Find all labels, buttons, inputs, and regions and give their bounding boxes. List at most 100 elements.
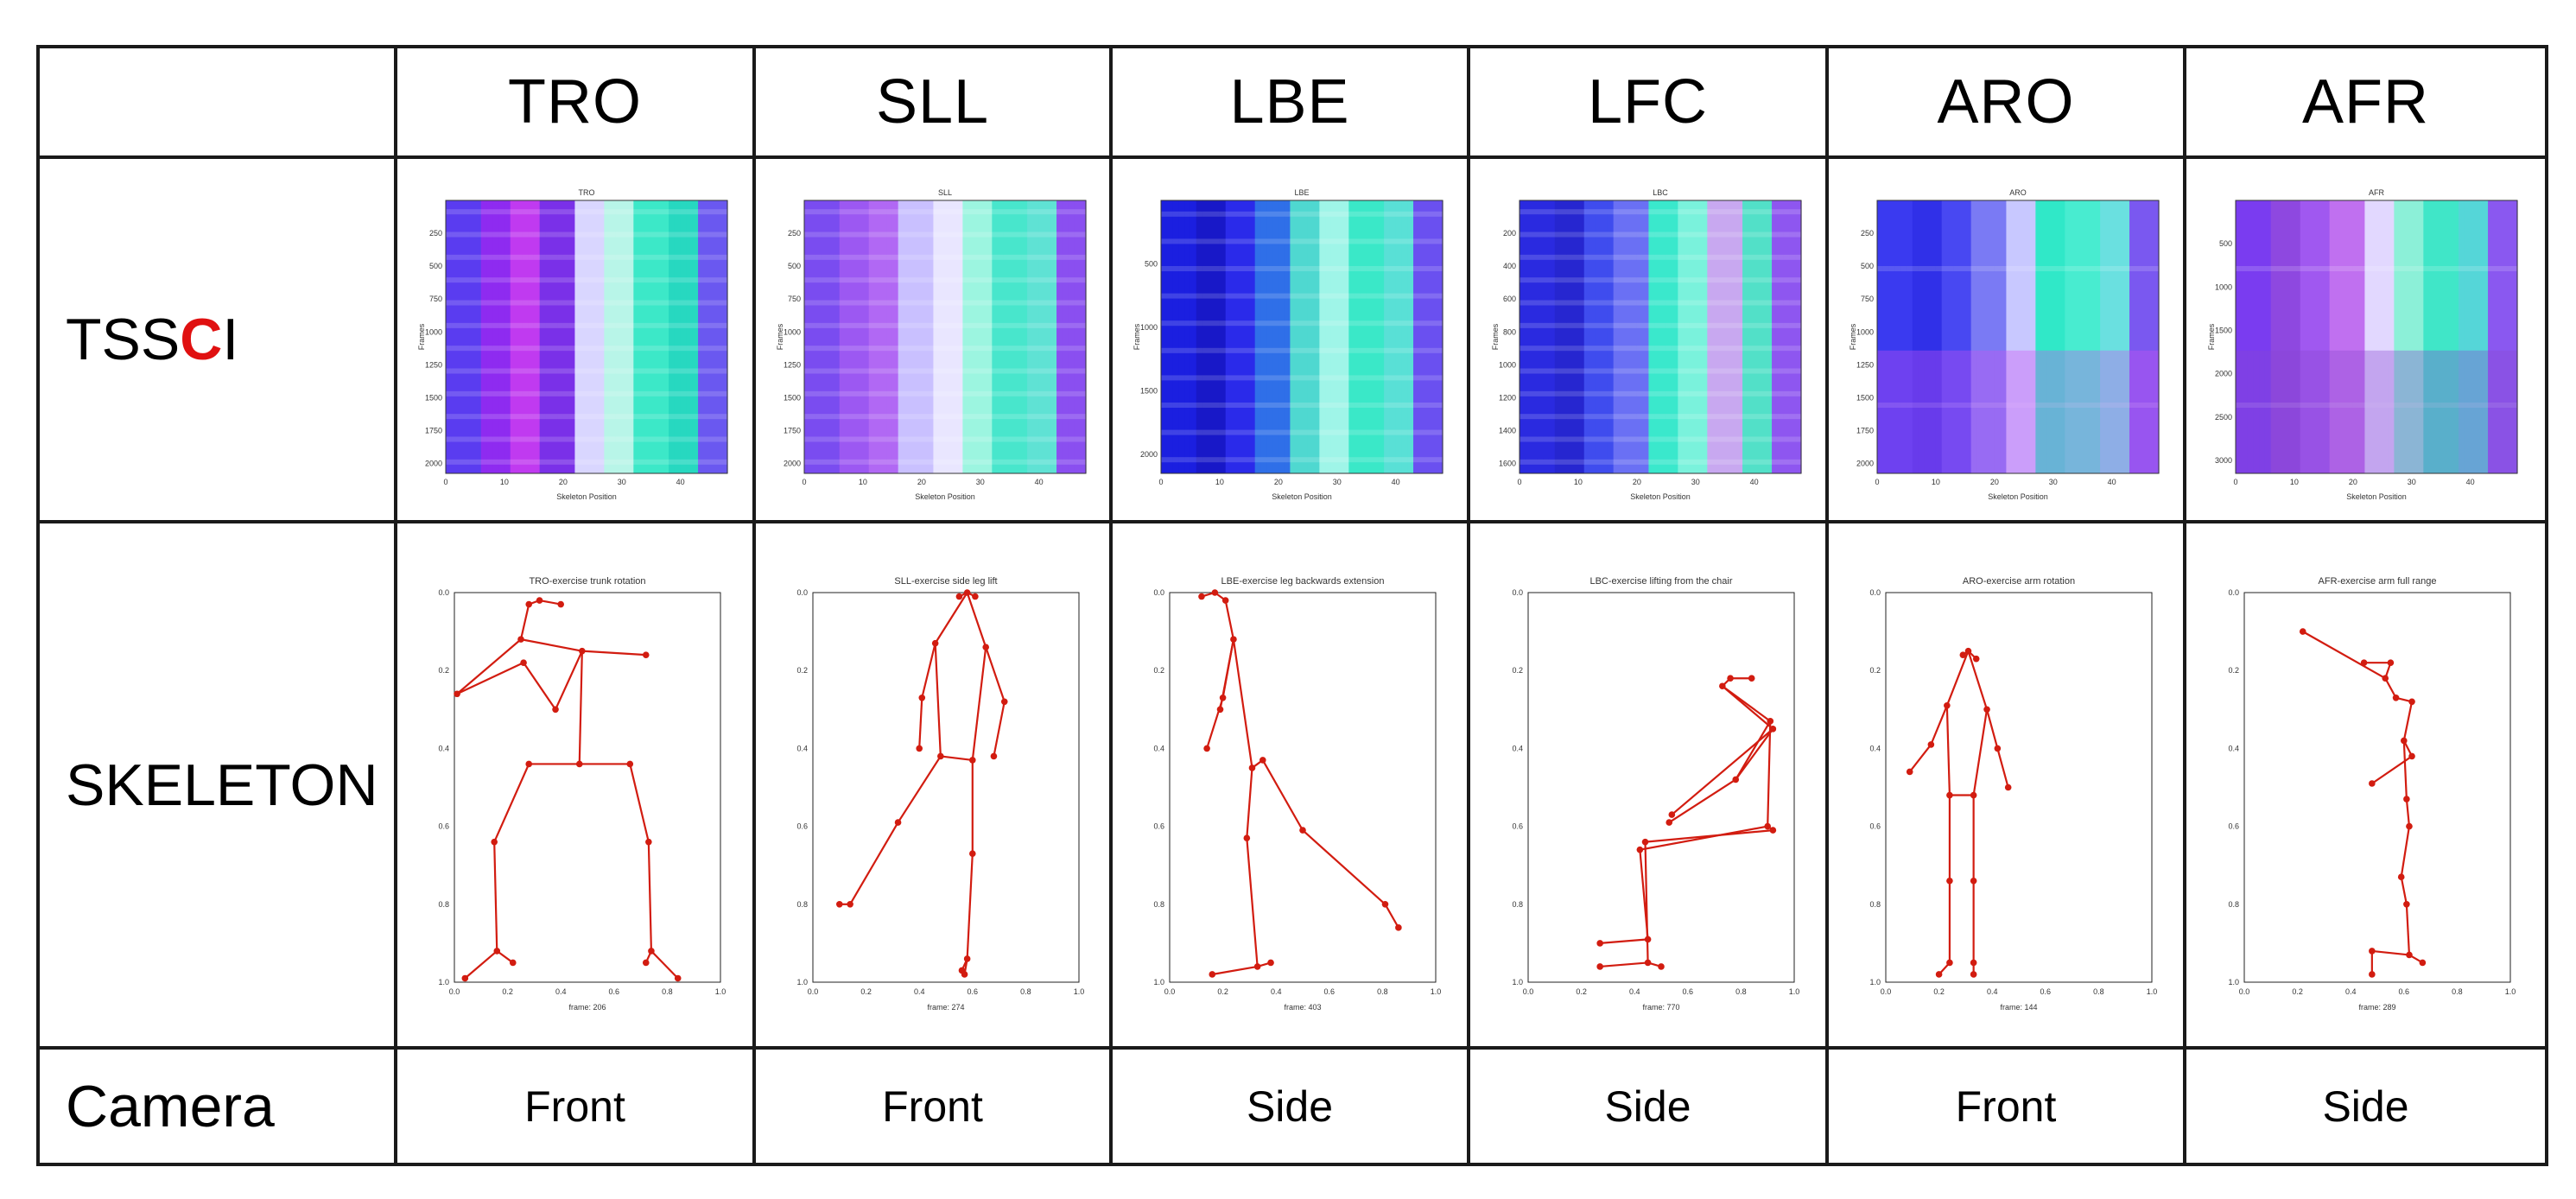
heatmap-column (1032, 200, 1040, 473)
skeleton-joint (894, 819, 902, 826)
heatmap-band (446, 459, 727, 465)
heatmap-column (2129, 200, 2136, 473)
skeleton-bone (1246, 838, 1259, 967)
skeleton-bone (1384, 904, 1399, 929)
skeleton-joint (1395, 924, 1402, 931)
heatmap-column (1754, 200, 1761, 473)
heatmap-frame (803, 200, 1087, 474)
heatmap-column (804, 200, 811, 473)
skeleton-joint (1970, 959, 1977, 967)
col-divider-4 (1467, 45, 1470, 1166)
heatmap-band (1877, 403, 2159, 408)
skeleton-bone (2402, 740, 2408, 800)
heatmap-band (1520, 390, 1801, 396)
heatmap-column (1021, 200, 1028, 473)
heatmap-column (2335, 200, 2342, 473)
skeleton-joint (1636, 846, 1644, 853)
skeleton-axes-frame (812, 592, 1080, 983)
skeleton-xtick: 1.0 (2147, 987, 2158, 996)
skeleton-xtick: 0.8 (1020, 987, 1031, 996)
heatmap-column (1202, 200, 1209, 473)
heatmap-column (845, 200, 852, 473)
heatmap-ytick: 500 (1145, 259, 1158, 268)
heatmap-xtick: 40 (676, 478, 685, 486)
heatmap-ytick: 2000 (1856, 460, 1874, 468)
heatmap-ytick: 1200 (1499, 393, 1516, 402)
heatmap-title: LBC (1653, 188, 1668, 197)
heatmap-column (592, 200, 600, 473)
heatmap-column (1302, 200, 1309, 473)
heatmap-band (1520, 436, 1801, 442)
heatmap-ytick: 750 (429, 295, 442, 303)
heatmap-ytick: 500 (429, 262, 442, 270)
skeleton-joint (648, 948, 655, 955)
heatmap-ytick: 250 (788, 229, 801, 238)
heatmap-column (956, 200, 963, 473)
skeleton-joint (2401, 737, 2408, 745)
heatmap-column (1560, 200, 1567, 473)
skeleton-joint (1970, 791, 1977, 799)
heatmap-column (2459, 200, 2465, 473)
skeleton-ytick: 0.6 (1512, 822, 1523, 831)
skeleton-joint (642, 651, 650, 658)
heatmap-column (1684, 200, 1691, 473)
skeleton-ytick: 0.2 (438, 666, 449, 675)
heatmap-column (1736, 200, 1743, 473)
skeleton-bone (1246, 767, 1253, 839)
column-header-lfc: LFC (1587, 67, 1709, 136)
heatmap-column (1231, 200, 1238, 473)
skeleton-joint (1230, 636, 1237, 643)
heatmap-column (1336, 200, 1344, 473)
skeleton-joint (461, 974, 469, 982)
heatmap-column (522, 200, 529, 473)
skeleton-joint (1243, 834, 1251, 841)
heatmap-column (1772, 200, 1779, 473)
skeleton-bone (647, 841, 653, 951)
heatmap-column (945, 200, 952, 473)
heatmap-column (1631, 200, 1638, 473)
heatmap-column (1372, 200, 1379, 473)
heatmap-column (1418, 200, 1426, 473)
heatmap-band (804, 322, 1086, 328)
row-label-camera: Camera (66, 1073, 275, 1139)
heatmap-xtick: 10 (1215, 478, 1224, 486)
heatmap-column (486, 200, 493, 473)
skeleton-ytick: 0.0 (2228, 588, 2239, 597)
heatmap-column (828, 200, 834, 473)
skeleton-joint (1944, 701, 1951, 709)
heatmap-column (1166, 200, 1174, 473)
heatmap-ytick: 1500 (2215, 326, 2232, 334)
heatmap-column (604, 200, 611, 473)
skeleton-joint (552, 706, 559, 714)
heatmap-column (1395, 200, 1403, 473)
heatmap-xtick: 0 (443, 478, 447, 486)
heatmap-ytick: 1250 (425, 360, 442, 369)
table-border-top (36, 45, 2548, 48)
heatmap-ylabel: Frames (417, 323, 426, 350)
heatmap-column (1748, 200, 1755, 473)
heatmap-column (457, 200, 464, 473)
heatmap-column (839, 200, 847, 473)
heatmap-column (1366, 200, 1374, 473)
heatmap-frame (1876, 200, 2160, 474)
heatmap-column (833, 200, 841, 473)
skeleton-axes-frame (1169, 592, 1437, 983)
heatmap-column (2059, 200, 2065, 473)
heatmap-column (2012, 200, 2019, 473)
heatmap-column (1900, 200, 1907, 473)
skeleton-joint (1970, 877, 1977, 885)
heatmap-xtick: 0 (802, 478, 806, 486)
table-border-bottom (36, 1163, 2548, 1166)
row-divider-skeleton (36, 1046, 2548, 1050)
heatmap-band (1161, 320, 1443, 327)
row-label-tsscI-prefix: TSS (66, 307, 181, 372)
heatmap-column (1918, 200, 1925, 473)
heatmap-column (822, 200, 828, 473)
heatmap-column (492, 200, 499, 473)
skeleton-axes-frame (1885, 592, 2153, 983)
heatmap-ylabel: Frames (1133, 323, 1141, 350)
skeleton-ytick: 0.6 (2228, 822, 2239, 831)
heatmap-column (1730, 200, 1737, 473)
skeleton-joint (963, 955, 971, 962)
heatmap-column (2511, 200, 2518, 473)
